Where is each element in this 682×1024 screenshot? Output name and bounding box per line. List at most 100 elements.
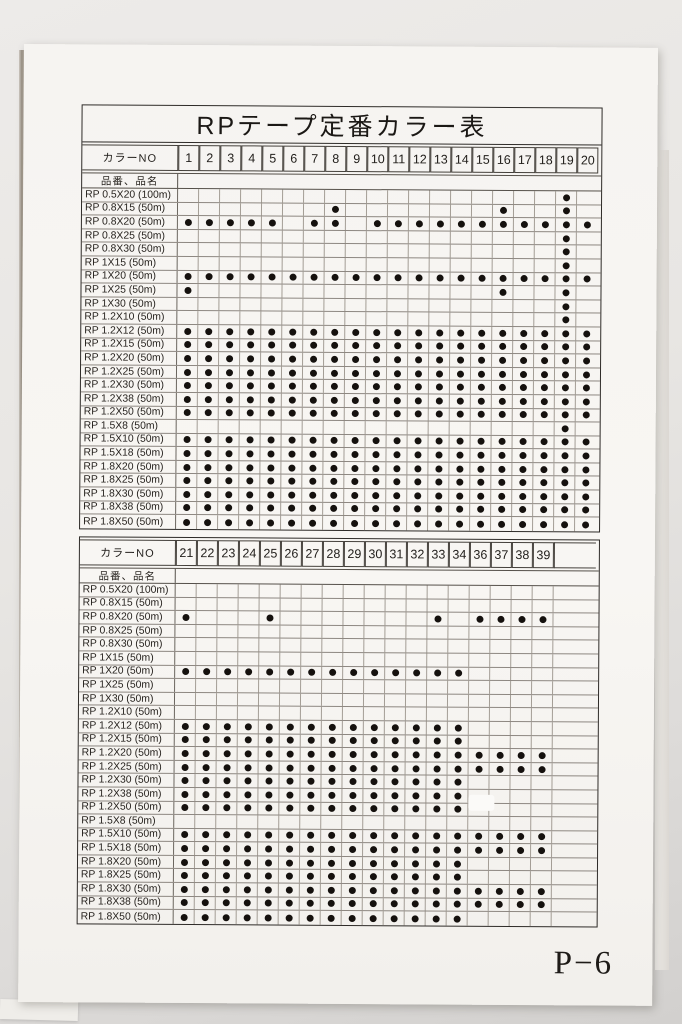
availability-dot xyxy=(474,887,482,895)
color-cell-30 xyxy=(363,721,385,734)
color-cell-22 xyxy=(195,720,217,733)
color-cell-36 xyxy=(467,884,489,898)
color-cell-39 xyxy=(531,803,553,817)
color-cell-10 xyxy=(366,271,388,285)
color-cell-12 xyxy=(407,367,430,380)
color-number-27: 27 xyxy=(301,540,323,567)
color-cell-2 xyxy=(197,460,219,474)
availability-dot xyxy=(352,274,360,282)
availability-dot xyxy=(582,479,590,487)
availability-dot xyxy=(453,792,461,800)
color-cell-1 xyxy=(177,352,199,365)
availability-dot xyxy=(582,506,590,514)
color-cell-29 xyxy=(343,680,365,693)
color-cell-34 xyxy=(447,735,469,748)
availability-dot xyxy=(499,220,507,228)
color-cell-11 xyxy=(387,271,409,285)
availability-dot xyxy=(350,464,358,472)
blank-header-cell xyxy=(553,542,596,569)
color-cell-15 xyxy=(470,462,492,476)
color-cell-10 xyxy=(365,421,387,434)
availability-dot xyxy=(476,520,484,528)
availability-dot xyxy=(222,790,230,798)
color-cell-39 xyxy=(530,898,552,912)
color-cell-22 xyxy=(196,597,218,611)
color-cell-32 xyxy=(404,897,426,911)
color-cell-12 xyxy=(408,271,430,285)
color-cell-16 xyxy=(492,204,515,218)
color-cell-29 xyxy=(343,625,365,639)
color-cell-28 xyxy=(321,761,343,775)
availability-dot xyxy=(391,751,399,759)
availability-dot xyxy=(519,384,527,392)
availability-dot xyxy=(476,492,484,500)
availability-dot xyxy=(202,668,210,676)
color-cell-19 xyxy=(554,422,576,436)
color-cell-14 xyxy=(450,285,472,299)
availability-dot xyxy=(477,397,485,405)
availability-dot xyxy=(453,846,461,854)
availability-dot xyxy=(582,493,590,501)
color-cell-36 xyxy=(468,816,490,830)
availability-dot xyxy=(327,900,335,908)
color-cell-19 xyxy=(555,245,577,259)
color-cell-31 xyxy=(385,680,407,694)
availability-dot xyxy=(288,328,296,336)
color-cell-19 xyxy=(555,300,577,313)
availability-dot xyxy=(434,451,443,459)
availability-dot xyxy=(351,437,359,445)
availability-dot xyxy=(246,341,254,349)
color-cell-20 xyxy=(576,422,597,435)
availability-dot xyxy=(434,478,442,486)
color-cell-38 xyxy=(509,898,531,912)
color-cell-32 xyxy=(406,585,428,599)
color-cell-9 xyxy=(344,516,366,530)
blank-cell xyxy=(554,600,596,613)
color-cell-12 xyxy=(408,258,430,272)
availability-dot xyxy=(243,777,252,785)
availability-dot xyxy=(540,397,548,405)
color-cell-11 xyxy=(386,407,408,421)
color-cell-23 xyxy=(216,720,238,733)
availability-dot xyxy=(495,887,503,895)
color-cell-17 xyxy=(512,517,534,531)
color-cell-4 xyxy=(239,488,261,502)
color-cell-11 xyxy=(387,326,409,339)
availability-dot xyxy=(495,901,503,909)
availability-dot xyxy=(348,873,356,881)
color-cell-11 xyxy=(386,394,408,407)
availability-dot xyxy=(411,887,419,895)
color-cell-24 xyxy=(238,584,260,598)
color-cell-21 xyxy=(174,760,196,774)
availability-dot xyxy=(516,847,524,855)
color-cell-11 xyxy=(387,203,410,217)
color-cell-31 xyxy=(385,612,407,626)
color-cell-1 xyxy=(176,433,198,447)
availability-dot xyxy=(453,805,461,813)
product-name: RP 1.2X38 (50m) xyxy=(78,787,175,801)
color-cell-30 xyxy=(364,625,386,639)
availability-dot xyxy=(540,370,548,378)
availability-dot xyxy=(225,382,233,390)
color-cell-12 xyxy=(408,339,430,353)
color-cell-29 xyxy=(342,802,364,816)
color-cell-12 xyxy=(407,448,429,462)
color-cell-28 xyxy=(321,802,343,816)
availability-dot xyxy=(267,409,275,417)
availability-dot xyxy=(414,342,422,350)
availability-dot xyxy=(498,370,506,378)
availability-dot xyxy=(328,723,336,731)
color-cell-4 xyxy=(239,434,261,447)
product-name: RP 1.2X10 (50m) xyxy=(81,310,178,324)
product-name: RP 1.2X12 (50m) xyxy=(78,719,175,733)
availability-dot xyxy=(432,860,440,868)
availability-dot xyxy=(518,479,526,487)
color-cell-2 xyxy=(198,257,220,270)
color-cell-37 xyxy=(488,884,510,898)
color-cell-21 xyxy=(174,842,196,855)
availability-dot xyxy=(183,436,191,444)
availability-dot xyxy=(183,395,191,403)
availability-dot xyxy=(181,722,189,730)
color-cell-5 xyxy=(260,502,282,515)
color-cell-23 xyxy=(216,692,239,706)
